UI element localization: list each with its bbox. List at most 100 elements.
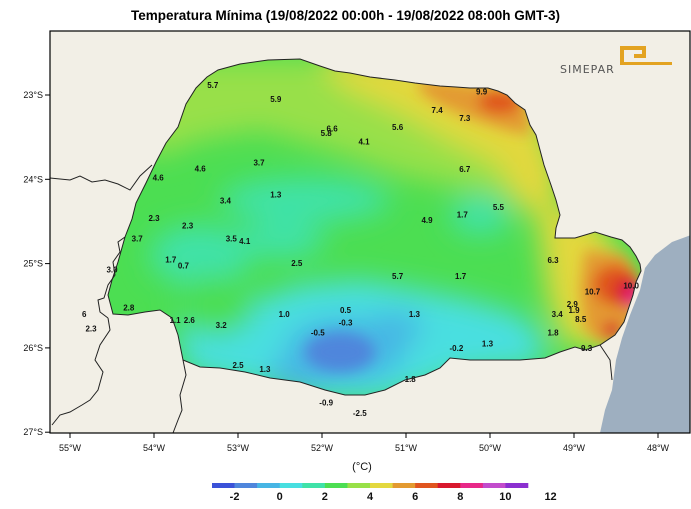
- x-tick-label: 51°W: [395, 443, 418, 453]
- station-value: 6.6: [327, 125, 339, 134]
- station-value: 2.9: [567, 300, 579, 309]
- colorbar-swatch: [505, 483, 529, 488]
- station-value: 5.6: [392, 123, 404, 132]
- station-value: 1.7: [457, 211, 469, 220]
- station-value: 3.7: [253, 158, 265, 167]
- station-value: 1.3: [482, 340, 494, 349]
- station-value: 0.5: [340, 306, 352, 315]
- station-value: 4.6: [153, 174, 165, 183]
- station-value: 4.9: [421, 216, 433, 225]
- map-frame: [49, 30, 691, 434]
- colorbar-unit: (°C): [352, 461, 372, 473]
- station-value: -2.5: [353, 409, 367, 418]
- border-santa-catarina: [599, 344, 613, 381]
- station-value: 6.3: [547, 256, 559, 265]
- station-value: 8.5: [575, 315, 587, 324]
- colorbar-label: 2: [322, 491, 328, 503]
- station-value: 5.9: [270, 95, 282, 104]
- y-axis: 23°S 24°S 25°S 26°S 27°S: [23, 90, 50, 437]
- colorbar-label: -2: [230, 491, 240, 503]
- station-value: 9.9: [476, 88, 488, 97]
- station-value: -0.9: [319, 399, 333, 408]
- station-value: 1.1: [169, 316, 181, 325]
- colorbar-swatch: [392, 483, 416, 488]
- logo-text: SIMEPAR: [560, 63, 615, 76]
- x-tick-label: 49°W: [563, 443, 586, 453]
- colorbar-swatch: [415, 483, 439, 488]
- colorbar-swatch: [370, 483, 393, 488]
- station-value: 3.0: [106, 266, 118, 275]
- ocean: [600, 235, 690, 433]
- y-tick-label: 24°S: [23, 174, 43, 184]
- station-value: 10.0: [623, 282, 639, 291]
- station-value: 6.7: [459, 165, 471, 174]
- colorbar-swatch: [302, 483, 326, 488]
- station-value: 7.4: [432, 106, 444, 115]
- station-value: 3.7: [132, 234, 144, 243]
- x-tick-label: 50°W: [479, 443, 502, 453]
- logo-mark-icon: [620, 46, 646, 62]
- colorbar-swatch: [482, 483, 506, 488]
- station-value: 2.3: [182, 222, 194, 231]
- colorbar-swatch: [212, 483, 235, 488]
- station-value: 3.2: [216, 321, 228, 330]
- station-value: 2.5: [232, 361, 244, 370]
- station-value: 1.8: [405, 375, 417, 384]
- border-west: [50, 164, 153, 191]
- colorbar-swatch: [257, 483, 281, 488]
- station-value: 5.5: [493, 203, 505, 212]
- station-value: 3.4: [220, 196, 232, 205]
- map-title: Temperatura Mínima (19/08/2022 00:00h - …: [131, 8, 560, 23]
- colorbar-swatch: [460, 483, 484, 488]
- y-tick-label: 23°S: [23, 90, 43, 100]
- station-value: 6: [82, 310, 87, 319]
- x-tick-label: 55°W: [59, 443, 82, 453]
- colorbar-label: 10: [499, 491, 511, 503]
- station-value: 1.9: [568, 306, 580, 315]
- colorbar-swatch: [324, 483, 348, 488]
- colorbar: -2 0 2 4 6 8 10 12: [212, 483, 557, 503]
- border-argentina: [51, 317, 111, 426]
- colorbar-label: 8: [457, 491, 463, 503]
- station-value: -0.3: [339, 319, 353, 328]
- colorbar-label: 4: [367, 491, 374, 503]
- colorbar-swatch: [279, 483, 303, 488]
- station-value: 2.5: [291, 259, 303, 268]
- station-values: 5.7 5.9 9.9 7.4 7.3 5.86.6 4.1 5.6 4.6 4.6 3.7 6.7 1…: [82, 81, 639, 418]
- y-tick-label: 26°S: [23, 343, 43, 353]
- station-value: 5.7: [207, 81, 219, 90]
- x-tick-label: 48°W: [647, 443, 670, 453]
- station-value: -0.5: [311, 329, 325, 338]
- station-value: 1.3: [259, 365, 271, 374]
- temperature-field: [108, 59, 641, 395]
- station-value: 5.8: [321, 129, 333, 138]
- station-value: 2.3: [148, 214, 160, 223]
- border-river-south: [172, 359, 187, 433]
- station-value: 4.1: [239, 237, 251, 246]
- colorbar-label: 0: [277, 491, 283, 503]
- station-value: 2.3: [85, 325, 97, 334]
- station-value: 4.6: [195, 164, 207, 173]
- x-axis: 55°W 54°W 53°W 52°W 51°W 50°W 49°W 48°W: [59, 433, 670, 453]
- station-value: 3.5: [226, 234, 238, 243]
- colorbar-label: 6: [412, 491, 418, 503]
- station-value: 9.3: [581, 344, 593, 353]
- x-tick-label: 53°W: [227, 443, 250, 453]
- station-value: 0.7: [178, 261, 190, 270]
- y-tick-label: 25°S: [23, 259, 43, 269]
- colorbar-label: 12: [544, 491, 556, 503]
- colorbar-swatch: [437, 483, 461, 488]
- station-value: 1.7: [455, 272, 467, 281]
- station-value: 7.3: [459, 114, 471, 123]
- simepar-logo: SIMEPAR: [560, 46, 672, 76]
- colorbar-swatch: [234, 483, 258, 488]
- station-value: 1.0: [279, 310, 291, 319]
- colorbar-swatch: [347, 483, 371, 488]
- station-value: 4.1: [358, 137, 370, 146]
- station-value: 2.6: [184, 316, 196, 325]
- station-value: 1.8: [547, 329, 559, 338]
- border-paraguay: [97, 236, 126, 319]
- station-value: -0.2: [450, 344, 464, 353]
- station-value: 1.7: [165, 255, 177, 264]
